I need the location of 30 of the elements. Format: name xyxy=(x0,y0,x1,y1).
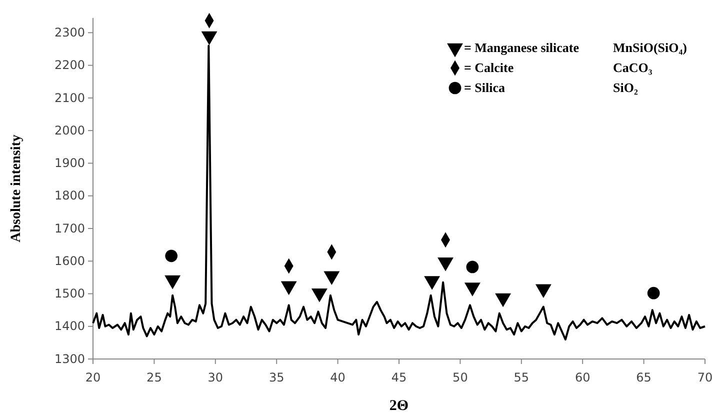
annotation: MnSiO(SiO₄) xyxy=(613,40,687,55)
x-tick-label: 55 xyxy=(514,370,530,384)
x-tick-label: 70 xyxy=(697,370,712,384)
y-tick-label: 1700 xyxy=(54,221,85,236)
x-tick-label: 45 xyxy=(391,370,407,384)
legend-label: = Manganese silicate xyxy=(464,40,580,55)
y-tick-label: 2300 xyxy=(54,26,85,40)
y-tick-label: 1900 xyxy=(54,156,85,170)
y-tick-label: 1500 xyxy=(54,286,85,301)
y-tick-label: 1600 xyxy=(54,254,85,268)
y-tick-label: 1300 xyxy=(54,352,85,366)
y-tick-label: 2200 xyxy=(54,58,85,72)
x-axis-title: 2Θ xyxy=(389,398,409,414)
y-tick-label: 1400 xyxy=(54,319,85,334)
legend-label: = Silica xyxy=(464,80,506,95)
annotation: SiO₂ xyxy=(613,80,638,95)
y-axis-title: Absolute intensity xyxy=(9,134,24,242)
x-tick-label: 50 xyxy=(452,370,468,384)
x-tick-label: 60 xyxy=(574,370,590,384)
x-tick-label: 30 xyxy=(208,370,224,384)
x-tick-label: 25 xyxy=(146,370,162,384)
y-tick-label: 1800 xyxy=(54,188,85,203)
x-tick-label: 40 xyxy=(330,370,346,384)
x-tick-label: 35 xyxy=(268,370,284,384)
x-tick-label: 65 xyxy=(636,370,652,384)
x-tick-label: 20 xyxy=(85,370,101,384)
legend-label: = Calcite xyxy=(464,60,514,75)
y-tick-label: 2000 xyxy=(54,123,85,138)
annotation: CaCO₃ xyxy=(613,60,652,75)
y-tick-label: 2100 xyxy=(54,90,85,105)
